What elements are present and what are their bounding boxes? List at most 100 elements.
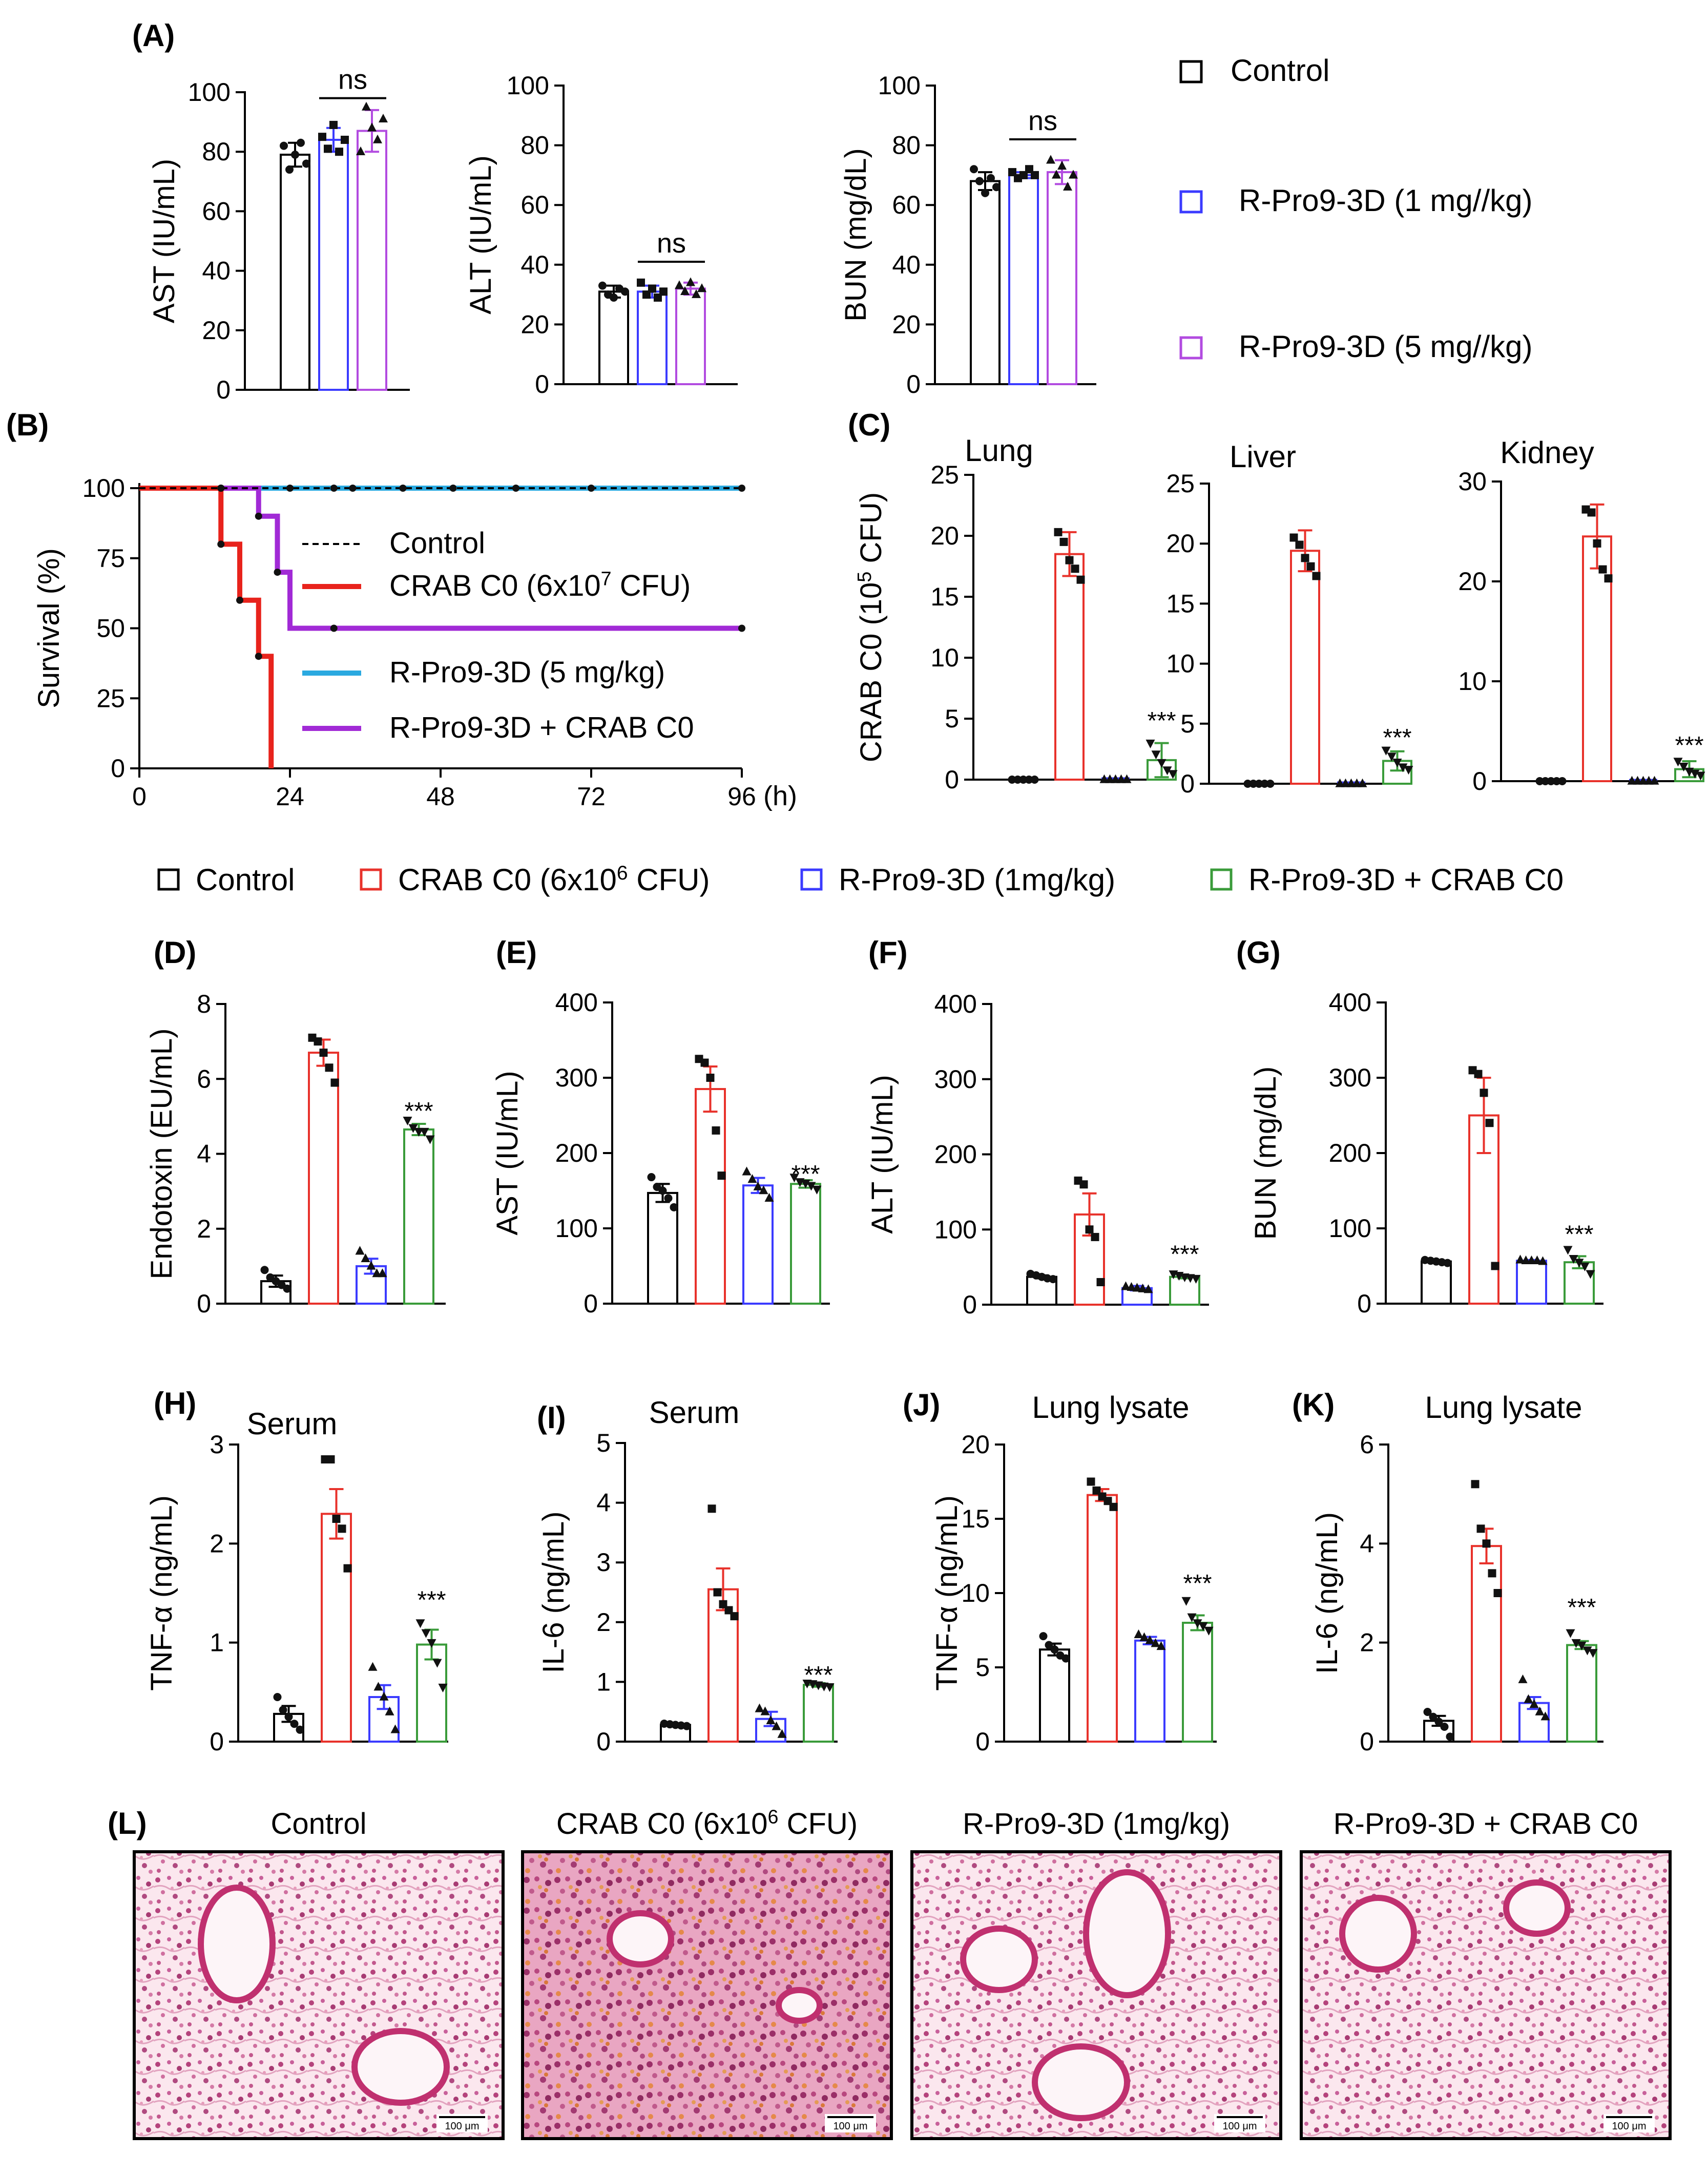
y-tick-label: 300	[555, 1063, 598, 1092]
series-marker	[255, 653, 262, 660]
airway-lumen	[1503, 1879, 1571, 1937]
data-point	[314, 1037, 322, 1046]
data-point	[355, 1246, 365, 1255]
y-tick-label: 0	[945, 765, 959, 794]
data-point	[1065, 556, 1074, 564]
histology-title-main: R-Pro9-3D (1mg/kg)	[963, 1807, 1230, 1840]
y-tick-label: 5	[596, 1429, 611, 1457]
legend-label: R-Pro9-3D (5 mg/kg)	[389, 656, 665, 689]
data-point	[329, 120, 338, 129]
y-tick-label: 60	[202, 197, 231, 225]
y-tick-label: 100	[934, 1215, 977, 1244]
legend-label: CRAB C0 (6x107 CFU)	[389, 568, 691, 602]
data-point	[1079, 1180, 1088, 1189]
data-point	[760, 1706, 770, 1715]
bar	[1008, 174, 1039, 385]
data-point	[730, 1612, 739, 1621]
y-axis-label: AST (IU/mL)	[491, 1071, 524, 1235]
data-point	[1087, 1477, 1095, 1486]
data-point	[1249, 780, 1258, 788]
data-point	[1139, 1632, 1149, 1641]
legends-layer: Control R-Pro9-3D (1 mg//kg) R-Pro9-3D (5 …	[157, 53, 1564, 897]
legend-label: Control	[1231, 53, 1329, 88]
chart-A3: 0 20 40 60 80 100 BUN (mg/dL) ns	[839, 71, 1096, 399]
y-tick-label: 0	[1360, 1727, 1374, 1756]
data-point	[1061, 1654, 1070, 1663]
series-marker	[255, 512, 262, 520]
data-point	[1295, 540, 1304, 549]
y-axis-label-after: CFU)	[855, 492, 888, 572]
data-point	[361, 1253, 370, 1262]
data-point	[1143, 1284, 1153, 1293]
y-axis-label-main: CRAB C0 (10	[855, 582, 888, 762]
panel-label: (E)	[496, 935, 537, 970]
data-point	[1109, 1502, 1118, 1511]
data-point	[1008, 776, 1016, 784]
y-tick-label: 0	[197, 1289, 211, 1318]
data-point	[670, 1203, 678, 1211]
data-point	[1476, 1524, 1485, 1533]
data-point	[1587, 508, 1596, 517]
x-tick-label: 24	[276, 782, 304, 811]
y-tick-label: 100	[1329, 1214, 1371, 1243]
chart-title: Lung lysate	[1425, 1390, 1582, 1425]
legend-swatch	[1179, 336, 1203, 360]
data-point	[385, 1706, 394, 1715]
data-point	[1696, 771, 1705, 781]
legend-label: R-Pro9-3D (1 mg//kg)	[1239, 183, 1532, 218]
data-point	[1187, 1613, 1197, 1622]
y-axis-label: BUN (mg/dL)	[839, 148, 872, 321]
y-axis-label: AST (IU/mL)	[148, 159, 181, 323]
y-tick-label: 4	[197, 1140, 211, 1168]
data-point	[1524, 1694, 1533, 1703]
data-point	[717, 1171, 726, 1180]
chart-title: Serum	[247, 1407, 338, 1441]
data-point	[753, 1181, 763, 1190]
data-point	[284, 1712, 293, 1721]
y-tick-label: 400	[555, 988, 598, 1017]
series-marker	[274, 569, 281, 576]
chart-A2: 0 20 40 60 80 100 ALT (IU/mL) ns	[464, 71, 738, 399]
y-tick-label: 15	[930, 582, 959, 611]
data-point	[812, 1185, 822, 1195]
data-point	[1049, 1275, 1057, 1284]
significance-label: ***	[1183, 1570, 1212, 1597]
data-point	[1443, 1259, 1452, 1267]
control-marker	[330, 485, 338, 492]
chart-title: Kidney	[1500, 435, 1594, 470]
significance-label: ***	[804, 1662, 832, 1689]
data-point	[742, 1166, 752, 1176]
y-tick-label: 3	[596, 1548, 611, 1577]
data-point	[283, 1284, 291, 1293]
data-point	[1650, 776, 1659, 785]
panel-label: (F)	[868, 935, 908, 970]
airway-lumen	[607, 1910, 674, 1968]
data-point	[1306, 562, 1315, 571]
bar	[803, 1684, 834, 1743]
histology-frame	[910, 1850, 1282, 2140]
legend-label: CRAB C0 (6x106 CFU)	[398, 862, 710, 897]
bar	[357, 130, 387, 391]
data-point	[1255, 780, 1263, 788]
y-tick-label: 5	[945, 704, 959, 733]
data-point	[1063, 181, 1072, 191]
data-point	[1050, 1645, 1059, 1654]
y-tick-label: 20	[520, 310, 549, 339]
y-tick-label: 50	[96, 614, 125, 643]
data-point	[1266, 780, 1275, 788]
significance-label: ***	[404, 1098, 433, 1125]
y-tick-label: 6	[1360, 1430, 1374, 1459]
data-point	[1121, 1281, 1131, 1290]
y-tick-label: 20	[1166, 529, 1195, 558]
data-point	[1059, 537, 1068, 546]
data-point	[621, 287, 629, 296]
data-point	[755, 1703, 764, 1712]
y-tick-label: 5	[975, 1653, 990, 1682]
bar	[403, 1128, 434, 1305]
data-point	[1474, 1070, 1483, 1078]
y-axis-label: IL-6 (ng/mL)	[1310, 1512, 1344, 1674]
histology-title-sup: 6	[768, 1806, 779, 1828]
data-point	[1558, 777, 1567, 785]
histology-image	[134, 1852, 503, 2139]
